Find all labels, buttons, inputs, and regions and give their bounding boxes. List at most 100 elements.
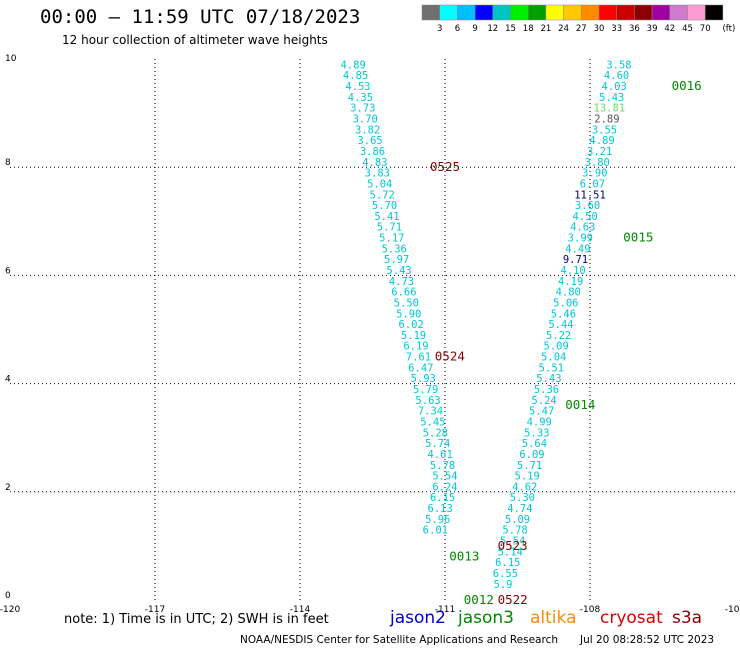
colorbar-swatch (545, 4, 564, 21)
swh-point-ascending: 3.99 (568, 233, 593, 245)
swh-point-descending: 6.24 (432, 481, 457, 493)
swh-point-descending: 5.74 (425, 438, 450, 450)
swh-point-ascending: 5.43 (536, 373, 561, 385)
swh-point-descending: 5.36 (382, 243, 407, 255)
swh-point-descending: 3.83 (365, 168, 390, 180)
swh-point-descending: 4.73 (389, 276, 414, 288)
x-tick-label: -120 (0, 605, 20, 615)
swh-point-descending: 5.78 (430, 460, 455, 472)
y-tick-label: 10 (5, 54, 17, 64)
swh-point-descending: 5.54 (432, 471, 457, 483)
swh-point-descending: 6.47 (408, 362, 433, 374)
colorbar-swatch (439, 4, 458, 21)
swh-point-ascending: 3.80 (585, 157, 610, 169)
colorbar-swatch (616, 4, 635, 21)
swh-point-descending: 6.19 (403, 341, 428, 353)
colorbar-label: 24 (558, 24, 569, 34)
swh-point-ascending: 11.51 (574, 189, 606, 201)
swh-point-descending: 5.28 (423, 427, 448, 439)
pass-label: 0015 (623, 230, 653, 245)
pass-label: 0523 (498, 538, 528, 553)
swh-point-descending: 4.89 (341, 59, 366, 71)
swh-point-descending: 5.63 (415, 395, 440, 407)
colorbar-label: 70 (700, 24, 711, 34)
swh-point-descending: 6.66 (391, 287, 416, 299)
colorbar-label: 33 (611, 24, 622, 34)
swh-point-descending: 6.01 (423, 525, 448, 537)
swh-point-ascending: 5.24 (531, 395, 556, 407)
swh-point-ascending: 5.36 (534, 384, 559, 396)
colorbar-label: 9 (472, 24, 477, 34)
swh-point-descending: 5.43 (386, 265, 411, 277)
colorbar-swatch (421, 4, 440, 21)
swh-point-descending: 3.73 (350, 103, 375, 115)
swh-point-descending: 5.97 (384, 254, 409, 266)
legend-s3a: s3a (672, 608, 703, 628)
footer-note: note: 1) Time is in UTC; 2) SWH is in fe… (64, 612, 329, 627)
colorbar-label: 18 (523, 24, 534, 34)
swh-point-ascending: 4.03 (602, 81, 627, 93)
swh-point-descending: 5.70 (372, 200, 397, 212)
pass-label: 0525 (430, 159, 460, 174)
y-tick-label: 0 (5, 591, 11, 601)
swh-point-ascending: 4.63 (570, 222, 595, 234)
swh-point-descending: 5.04 (367, 178, 392, 190)
swh-point-descending: 4.83 (362, 157, 387, 169)
swh-point-ascending: 4.80 (556, 287, 581, 299)
colorbar-label: 42 (664, 24, 675, 34)
colorbar-label: 27 (576, 24, 587, 34)
swh-point-ascending: 5.46 (551, 308, 576, 320)
colorbar-swatch (510, 4, 529, 21)
swh-point-ascending: 5.54 (500, 535, 525, 547)
swh-point-descending: 4.35 (348, 92, 373, 104)
swh-point-ascending: 9.71 (563, 254, 588, 266)
colorbar-swatch (563, 4, 582, 21)
colorbar-label: 15 (505, 24, 516, 34)
x-tick-label: -105 (725, 605, 740, 615)
swh-point-ascending: 6.15 (495, 557, 520, 569)
swh-point-descending: 5.50 (394, 297, 419, 309)
swh-point-ascending: 5.71 (517, 460, 542, 472)
swh-point-descending: 5.90 (396, 308, 421, 320)
legend-altika: altika (530, 608, 577, 628)
swh-point-ascending: 3.90 (582, 168, 607, 180)
swh-point-descending: 4.53 (345, 81, 370, 93)
colorbar-label: (ft) (722, 24, 735, 34)
swh-point-ascending: 5.51 (539, 362, 564, 374)
swh-point-ascending: 6.09 (519, 449, 544, 461)
colorbar-label: 6 (455, 24, 460, 34)
x-tick-label: -114 (290, 605, 311, 615)
swh-point-ascending: 5.9 (494, 579, 513, 591)
colorbar-label: 30 (594, 24, 605, 34)
legend-cryosat: cryosat (600, 608, 663, 628)
swh-point-ascending: 5.19 (515, 471, 540, 483)
swh-point-ascending: 6.55 (493, 568, 518, 580)
swh-point-ascending: 5.06 (553, 297, 578, 309)
x-tick-label: -111 (435, 605, 455, 615)
pass-label: 0013 (449, 549, 479, 564)
colorbar-label: 12 (487, 24, 498, 34)
swh-point-ascending: 2.89 (594, 114, 619, 126)
swh-point-descending: 6.15 (430, 492, 455, 504)
colorbar-label: 3 (437, 24, 442, 34)
swh-point-ascending: 5.33 (524, 427, 549, 439)
y-tick-label: 4 (5, 375, 11, 385)
swh-point-ascending: 4.19 (558, 276, 583, 288)
credit-text: NOAA/NESDIS Center for Satellite Applica… (240, 634, 558, 646)
swh-point-ascending: 3.55 (592, 124, 617, 136)
timestamp-text: Jul 20 08:28:52 UTC 2023 (580, 634, 715, 646)
legend-jason2: jason2 (390, 608, 446, 628)
colorbar-swatch (634, 4, 653, 21)
colorbar-swatch (669, 4, 688, 21)
colorbar-swatch (704, 4, 724, 21)
x-tick-label: -108 (580, 605, 601, 615)
swh-point-ascending: 5.09 (544, 341, 569, 353)
swh-point-descending: 5.93 (411, 373, 436, 385)
x-tick-label: -117 (145, 605, 165, 615)
swh-point-descending: 5.41 (374, 211, 399, 223)
swh-point-descending: 4.85 (343, 70, 368, 82)
swh-point-ascending: 4.10 (560, 265, 585, 277)
swh-point-descending: 5.96 (425, 514, 450, 526)
colorbar-swatch (581, 4, 600, 21)
